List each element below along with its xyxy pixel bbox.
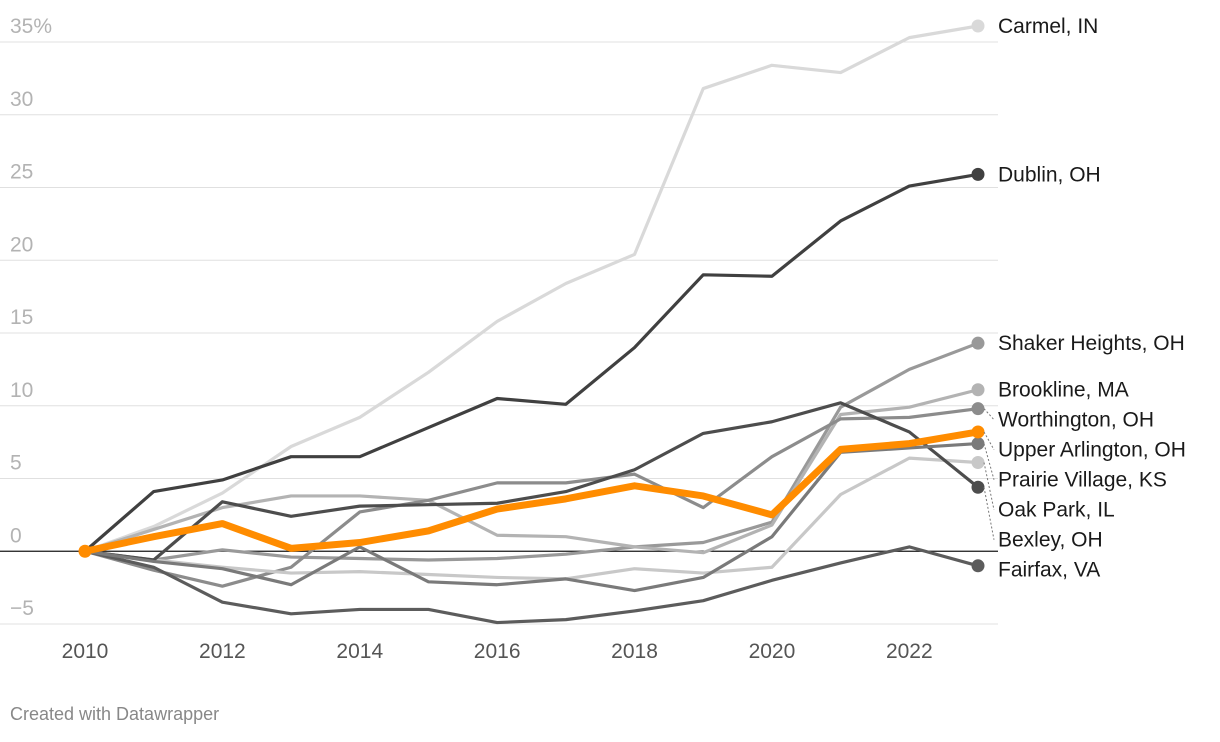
x-tick-label: 2018 bbox=[611, 640, 658, 663]
y-tick-label: 0 bbox=[10, 524, 22, 547]
series-line-carmel-in bbox=[83, 24, 980, 553]
series-label-upper-arlington-oh: Upper Arlington, OH bbox=[998, 439, 1186, 462]
series-label-brookline-ma: Brookline, MA bbox=[998, 379, 1129, 402]
series-startpoint-upper-arlington-oh bbox=[78, 544, 92, 558]
series-lines bbox=[78, 19, 985, 625]
series-endpoint-upper-arlington-oh bbox=[971, 425, 985, 439]
y-tick-label: 10 bbox=[10, 379, 33, 402]
series-endpoint-fairfax-va bbox=[971, 559, 985, 573]
label-leader bbox=[983, 431, 995, 450]
x-tick-label: 2022 bbox=[886, 640, 933, 663]
x-tick-label: 2010 bbox=[62, 640, 109, 663]
label-leader bbox=[983, 487, 995, 540]
series-line-worthington-oh bbox=[83, 407, 980, 588]
x-tick-label: 2016 bbox=[474, 640, 521, 663]
series-line-brookline-ma bbox=[83, 388, 980, 555]
y-axis-ticks: 35% 30 25 20 15 10 5 0 −5 bbox=[10, 15, 52, 620]
series-line-oak-park-il bbox=[83, 456, 980, 581]
series-label-carmel-in: Carmel, IN bbox=[998, 15, 1098, 38]
series-endpoint-shaker-heights-oh bbox=[971, 336, 985, 350]
y-tick-label: 35% bbox=[10, 15, 52, 38]
footer-credit: Created with Datawrapper bbox=[10, 704, 220, 724]
series-endpoint-brookline-ma bbox=[971, 383, 985, 397]
x-axis-ticks: 2010 2012 2014 2016 2018 2020 2022 bbox=[62, 640, 933, 663]
series-line-dublin-oh bbox=[83, 172, 980, 553]
y-tick-label: 30 bbox=[10, 88, 33, 111]
x-tick-label: 2012 bbox=[199, 640, 246, 663]
series-label-fairfax-va: Fairfax, VA bbox=[998, 559, 1100, 582]
label-leader bbox=[983, 408, 995, 421]
series-label-bexley-oh: Bexley, OH bbox=[998, 529, 1103, 552]
series-label-worthington-oh: Worthington, OH bbox=[998, 409, 1154, 432]
series-endpoint-oak-park-il bbox=[971, 455, 985, 469]
x-tick-label: 2020 bbox=[749, 640, 796, 663]
x-tick-label: 2014 bbox=[336, 640, 383, 663]
series-endpoint-carmel-in bbox=[971, 19, 985, 33]
y-tick-label: 25 bbox=[10, 161, 33, 184]
series-label-dublin-oh: Dublin, OH bbox=[998, 163, 1101, 186]
y-tick-label: 5 bbox=[10, 452, 22, 475]
series-endpoint-worthington-oh bbox=[971, 402, 985, 416]
series-label-oak-park-il: Oak Park, IL bbox=[998, 499, 1115, 522]
series-endpoint-bexley-oh bbox=[971, 480, 985, 494]
series-label-prairie-village-ks: Prairie Village, KS bbox=[998, 469, 1167, 492]
series-line-fairfax-va bbox=[83, 545, 980, 625]
y-tick-label: 20 bbox=[10, 233, 33, 256]
series-line-bexley-oh bbox=[83, 401, 980, 562]
series-endpoint-prairie-village-ks bbox=[971, 437, 985, 451]
y-tick-label: 15 bbox=[10, 306, 33, 329]
series-labels: Carmel, IN Dublin, OH Shaker Heights, OH Br… bbox=[998, 15, 1186, 582]
label-leader bbox=[983, 462, 995, 510]
label-leader bbox=[983, 443, 995, 480]
series-line-upper-arlington-oh bbox=[81, 428, 982, 555]
series-line-prairie-village-ks bbox=[83, 441, 980, 593]
series-endpoint-dublin-oh bbox=[971, 167, 985, 181]
label-leaders bbox=[983, 408, 995, 540]
series-label-shaker-heights-oh: Shaker Heights, OH bbox=[998, 332, 1185, 355]
y-tick-label: −5 bbox=[10, 597, 34, 620]
